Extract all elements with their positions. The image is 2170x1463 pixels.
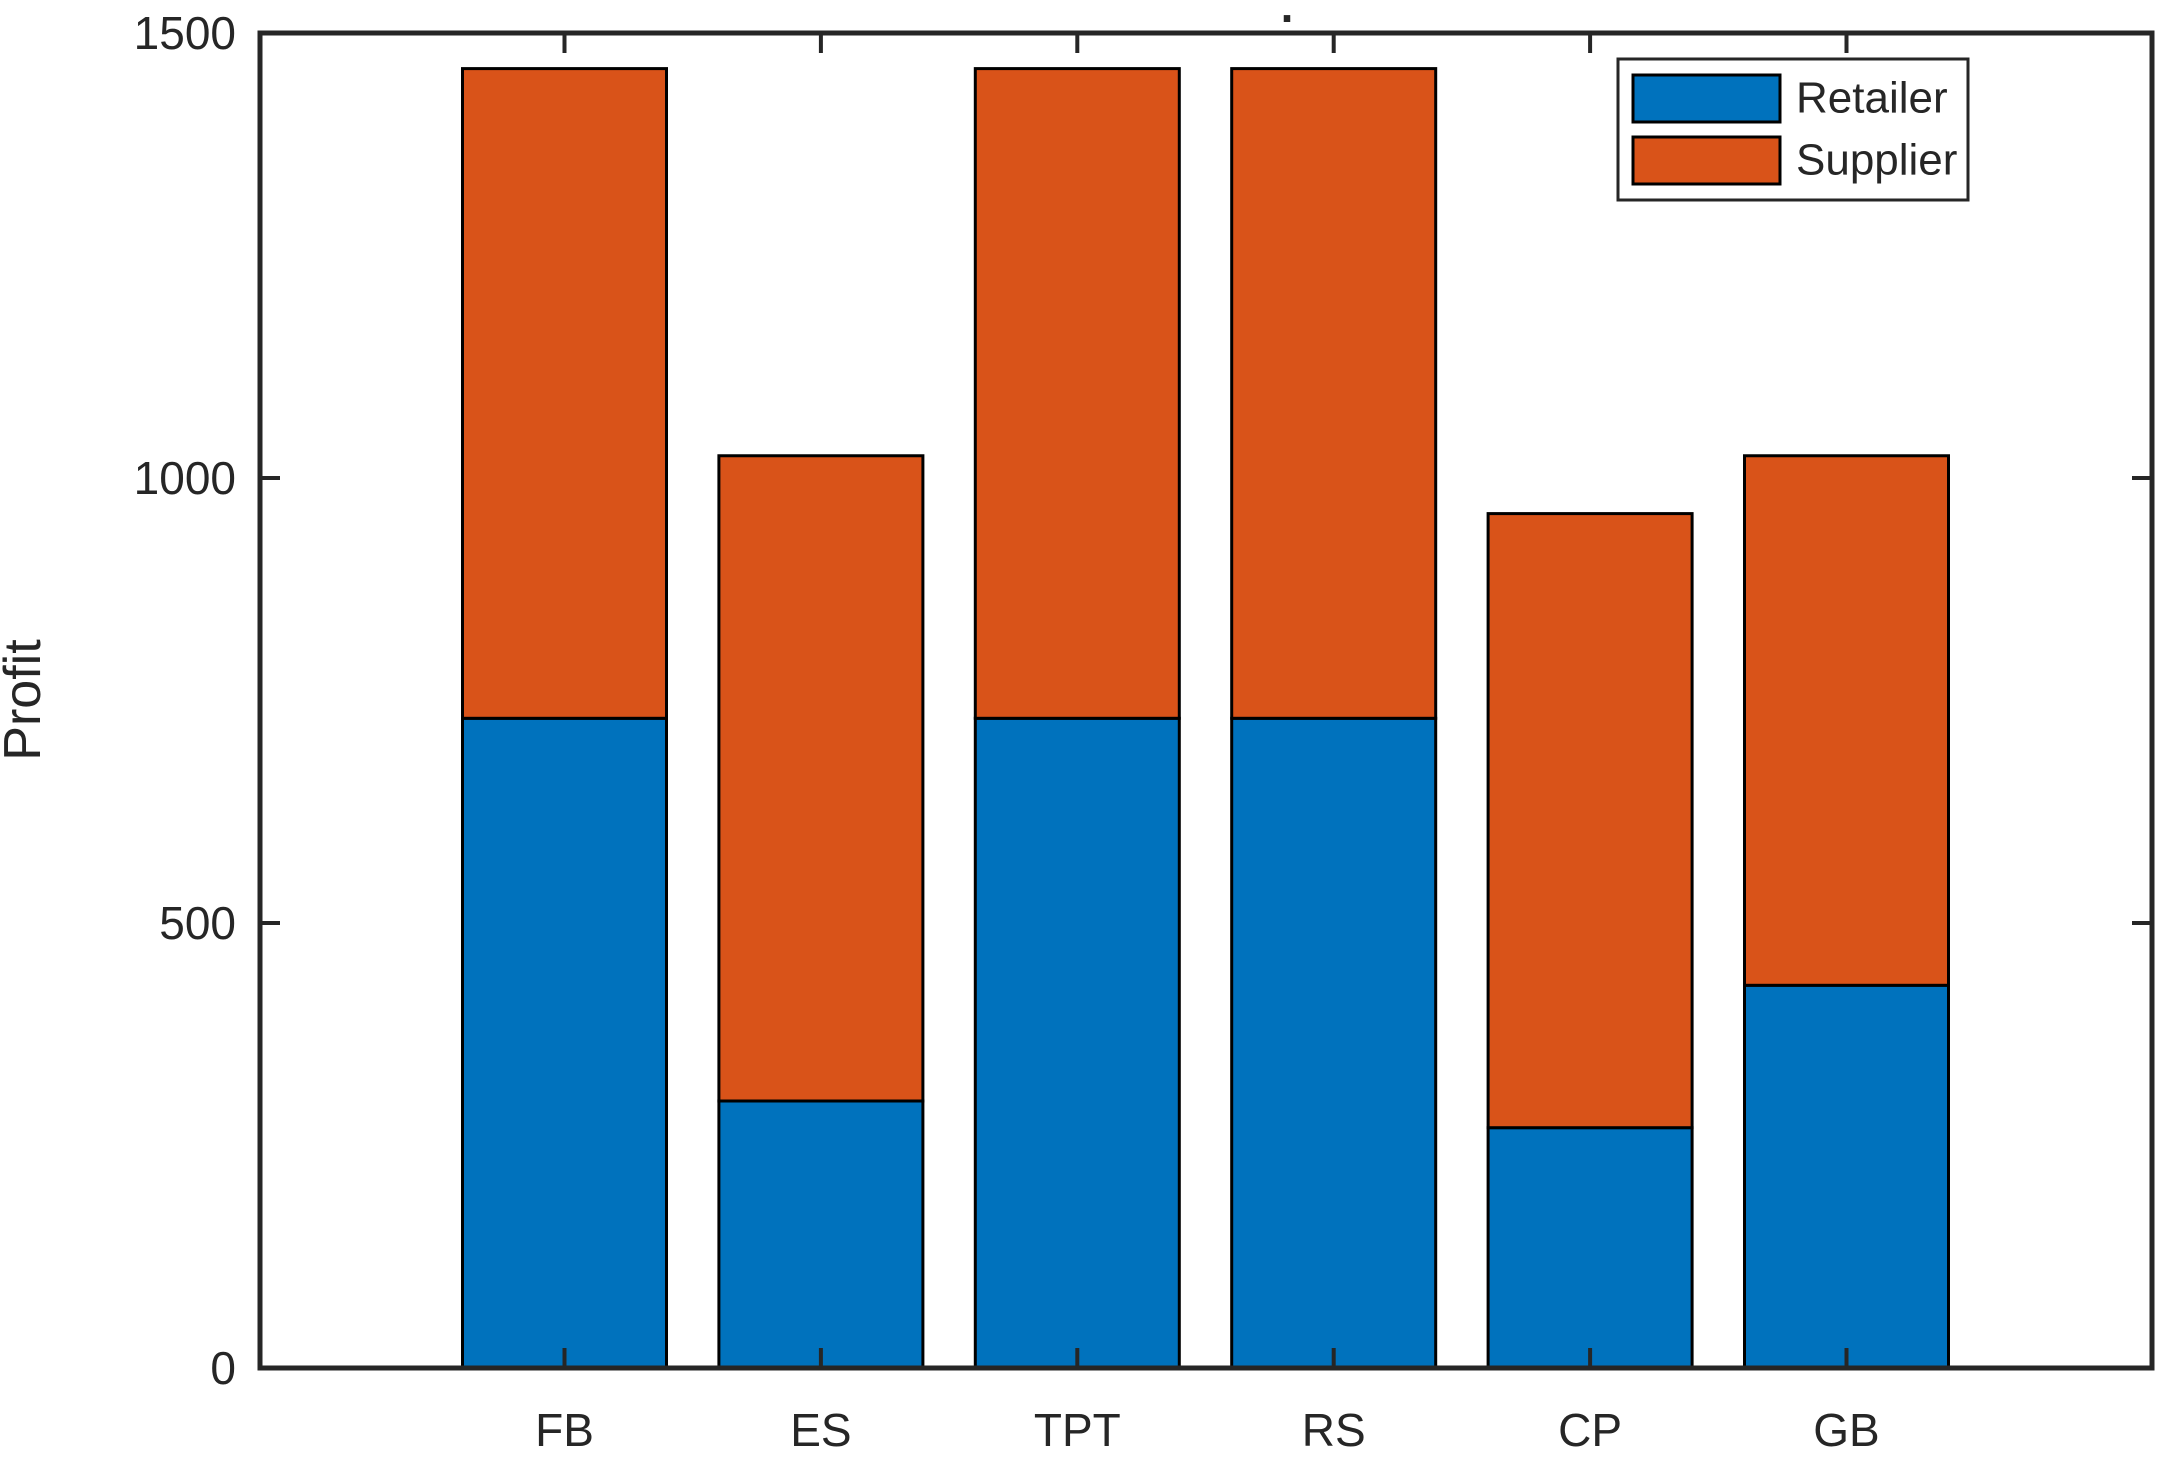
y-axis-label: Profit [0, 639, 52, 761]
x-tick-label-cp: CP [1558, 1404, 1622, 1456]
legend-swatch-retailer [1631, 73, 1782, 124]
legend-label-retailer: Retailer [1796, 74, 1948, 123]
x-tick-label-gb: GB [1813, 1404, 1879, 1456]
bar-segment-retailer-fb [461, 716, 668, 1370]
y-tick-label-1000: 1000 [134, 452, 236, 504]
bar-segment-retailer-cp [1486, 1126, 1694, 1370]
bar-segment-retailer-tpt [973, 716, 1181, 1370]
legend: Retailer Supplier [1616, 57, 1970, 202]
bar-segment-retailer-gb [1743, 983, 1950, 1370]
y-tick-label-500: 500 [159, 897, 236, 949]
y-tick-label-0: 0 [210, 1342, 236, 1394]
plot-frame [257, 30, 2155, 1371]
x-tick-label-rs: RS [1302, 1404, 1366, 1456]
bar-segment-retailer-rs [1230, 716, 1438, 1370]
bar-segment-supplier-cp [1486, 512, 1694, 1130]
legend-swatch-supplier [1631, 135, 1782, 186]
x-tick-label-fb: FB [535, 1404, 594, 1456]
bar-segment-retailer-es [717, 1099, 925, 1370]
chart-title-dot: . [1281, 0, 1294, 32]
x-tick-label-es: ES [790, 1404, 851, 1456]
bar-segment-supplier-fb [461, 67, 668, 720]
x-tick-label-tpt: TPT [1034, 1404, 1121, 1456]
bar-segment-supplier-gb [1743, 454, 1950, 987]
bars-layer [461, 67, 1950, 1370]
bar-segment-supplier-tpt [973, 67, 1181, 720]
axes-layer: FB ES TPT RS CP GB 0 500 1000 1500 [134, 7, 2152, 1456]
bar-segment-supplier-rs [1230, 67, 1438, 720]
legend-label-supplier: Supplier [1796, 136, 1957, 185]
bar-segment-supplier-es [717, 454, 925, 1103]
y-tick-label-1500: 1500 [134, 7, 236, 59]
